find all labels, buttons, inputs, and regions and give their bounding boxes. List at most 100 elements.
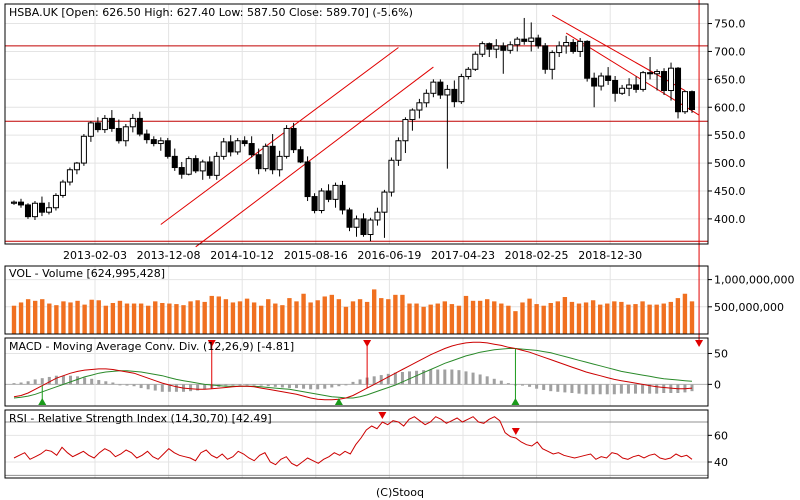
candle-body — [458, 76, 465, 103]
macd-histogram-bar — [429, 369, 433, 385]
volume-bar — [484, 299, 490, 334]
volume-bar — [386, 299, 391, 334]
candlestick — [10, 200, 18, 205]
candle-body — [353, 218, 360, 228]
candlestick — [143, 129, 150, 144]
candle-body — [388, 159, 395, 193]
overlay-layer — [5, 14, 708, 476]
candlestick — [157, 137, 164, 151]
volume-bar — [520, 302, 525, 334]
candle-body — [143, 133, 150, 141]
volume-bar — [223, 299, 229, 334]
candlestick — [31, 201, 38, 220]
candle-body — [570, 42, 577, 52]
candlestick — [612, 76, 619, 102]
candlestick — [395, 137, 402, 166]
volume-bar — [18, 302, 24, 334]
candlestick — [584, 40, 591, 82]
candle-body — [206, 161, 213, 176]
volume-bar — [188, 301, 193, 334]
macd-histogram-bar — [160, 384, 164, 392]
macd-histogram-bar — [570, 384, 574, 394]
buy-signal-marker — [511, 398, 520, 405]
candle-body — [31, 202, 38, 218]
candle-body — [563, 42, 570, 47]
macd-histogram-bar — [337, 384, 341, 387]
volume-bar — [273, 303, 278, 334]
candlestick — [353, 215, 360, 237]
price-tick-label: 450.0 — [714, 185, 746, 198]
volume-bar — [548, 302, 553, 334]
volume-bar — [266, 299, 271, 334]
candlestick — [164, 137, 171, 159]
candle-body — [297, 149, 304, 163]
sell-signal-marker — [207, 340, 216, 347]
candlestick — [437, 79, 444, 99]
volume-bar — [202, 301, 207, 334]
candlestick — [283, 125, 290, 159]
price-tick-label: 500.0 — [714, 157, 746, 170]
volume-bar — [32, 300, 38, 334]
volume-bar — [357, 299, 363, 334]
volume-bar — [138, 303, 144, 334]
candlestick — [423, 89, 430, 108]
macd-histogram-bar — [577, 384, 581, 394]
macd-histogram-bar — [97, 380, 101, 385]
candlestick — [367, 217, 374, 242]
macd-histogram-bar — [528, 384, 532, 387]
candlestick — [493, 39, 500, 59]
candlestick — [178, 161, 185, 179]
macd-histogram-bar — [302, 384, 306, 389]
rsi-overbought-marker — [511, 428, 520, 435]
macd-histogram-bar — [26, 381, 30, 385]
volume-bar — [174, 304, 179, 334]
candle-body — [227, 141, 234, 153]
volume-bar — [633, 304, 638, 334]
macd-histogram-bar — [358, 379, 362, 385]
candlestick — [374, 207, 381, 226]
volume-bar — [329, 294, 335, 334]
volume-bar — [435, 303, 440, 334]
candlestick — [213, 151, 220, 180]
panel-frame — [4, 409, 709, 479]
candle-body — [199, 161, 206, 172]
volume-bar — [562, 297, 568, 334]
volume-bar — [89, 299, 94, 334]
volume-bar — [619, 301, 624, 334]
volume-bar — [407, 303, 412, 334]
candle-body — [507, 44, 514, 51]
macd-histogram-bar — [634, 384, 637, 394]
candlestick — [521, 17, 528, 45]
candle-body — [73, 162, 80, 171]
volume-bar — [287, 298, 292, 334]
volume-bar — [379, 298, 384, 334]
candle-body — [115, 127, 122, 142]
candle-body — [472, 53, 479, 70]
macd-tick-label: 0 — [714, 378, 721, 391]
volume-bar — [131, 303, 137, 334]
macd-histogram-bar — [422, 370, 426, 385]
volume-bar — [54, 305, 59, 334]
candle-body — [318, 190, 325, 212]
volume-bar — [68, 302, 73, 334]
candlestick — [402, 117, 409, 154]
candlestick — [332, 182, 339, 208]
candlestick — [647, 57, 654, 80]
candle-body — [605, 75, 612, 81]
volume-bar — [689, 301, 695, 334]
candle-body — [122, 126, 129, 142]
buy-signal-marker — [334, 398, 343, 405]
candlestick — [591, 72, 598, 108]
macd-histogram-bar — [259, 384, 263, 386]
candle-body — [332, 184, 339, 200]
candlestick — [185, 156, 192, 176]
rsi-panel-title: RSI - Relative Strength Index (14,30,70)… — [9, 412, 272, 425]
candlestick — [381, 189, 388, 238]
candlestick — [199, 159, 206, 180]
candlestick — [87, 121, 94, 142]
volume-bar — [470, 300, 476, 334]
volume-bar — [322, 296, 327, 334]
candle-body — [80, 135, 87, 164]
macd-histogram-bar — [662, 384, 666, 394]
